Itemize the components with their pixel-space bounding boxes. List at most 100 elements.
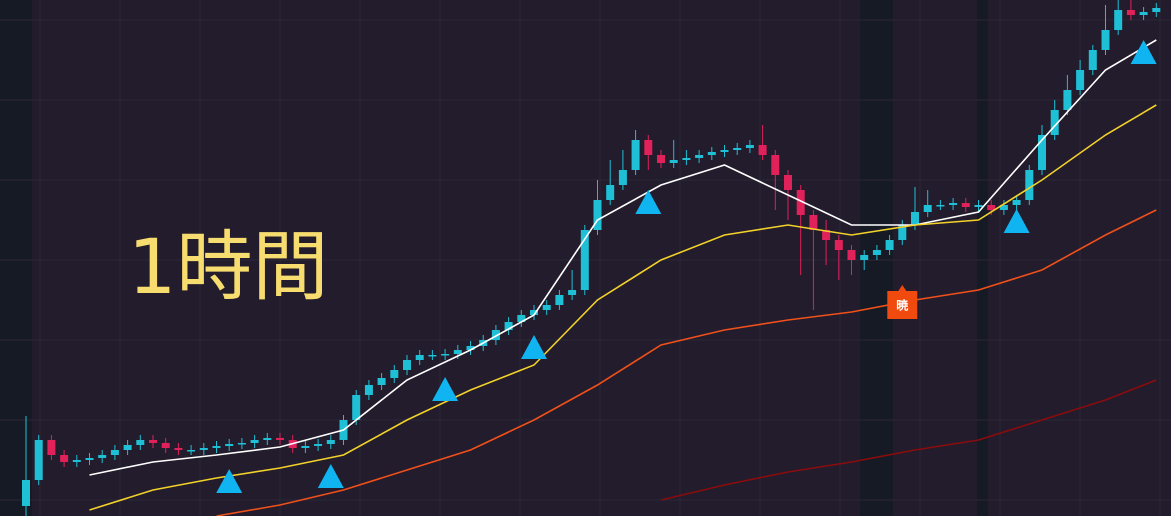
candle-body: [860, 255, 869, 260]
candle-body: [720, 150, 729, 152]
buy-signal: [1130, 40, 1157, 64]
candle-body: [669, 160, 678, 163]
candle-body: [352, 395, 361, 420]
candle-body: [428, 355, 437, 357]
candle-body: [1038, 135, 1046, 170]
candle-body: [504, 322, 513, 330]
candle-body: [987, 205, 996, 210]
candle-body: [466, 346, 475, 350]
plot: 暁: [22, 0, 1161, 516]
candle-body: [250, 440, 259, 443]
candle-body: [187, 450, 196, 452]
buy-signal: [216, 469, 243, 493]
candle-body: [98, 455, 107, 458]
candle-body: [758, 145, 767, 155]
candle-body: [149, 440, 157, 443]
candle-body: [644, 140, 653, 155]
buy-signal: [635, 190, 662, 214]
candle-body: [415, 355, 424, 360]
candle-body: [72, 460, 81, 462]
candle-body: [85, 458, 94, 460]
candle-body: [555, 295, 564, 305]
candle-body: [174, 448, 183, 450]
candle-body: [771, 155, 780, 175]
candle-body: [276, 438, 284, 440]
candle-body: [47, 440, 56, 455]
candle-body: [1063, 90, 1072, 110]
candle-body: [542, 305, 551, 310]
candle-body: [517, 315, 526, 322]
candle-body: [453, 350, 462, 354]
candle-body: [1050, 110, 1059, 135]
candle-body: [22, 480, 30, 506]
candle-body: [809, 215, 818, 230]
chart-title: 1時間: [128, 222, 328, 311]
candle-body: [923, 205, 932, 212]
candle-body: [974, 205, 983, 207]
candle-body: [568, 290, 577, 295]
candle-body: [530, 310, 538, 315]
annotation-badge: [887, 285, 918, 319]
moving-average: [89, 39, 1157, 476]
candle-body: [364, 385, 373, 395]
candle-body: [822, 230, 831, 240]
candle-body: [491, 330, 500, 340]
candle-body: [707, 152, 716, 155]
candle-body: [682, 158, 691, 160]
candle-body: [784, 175, 792, 190]
buy-signal: [1003, 209, 1030, 233]
candle-body: [377, 378, 386, 385]
candle-body: [593, 200, 602, 230]
candle-body: [936, 205, 945, 207]
candle-body: [301, 446, 310, 448]
candle-body: [123, 445, 132, 450]
candle-body: [263, 438, 272, 440]
moving-average: [89, 104, 1157, 511]
candle-body: [834, 240, 843, 250]
candle-body: [136, 440, 145, 445]
candle-body: [199, 448, 208, 450]
candle-body: [898, 225, 907, 240]
candle-body: [1139, 12, 1148, 15]
candle-body: [390, 370, 399, 378]
buy-signal: [317, 464, 344, 488]
candle-body: [161, 443, 170, 448]
candle-body: [403, 360, 411, 370]
candle-body: [60, 455, 69, 462]
candle-body: [110, 450, 119, 455]
moving-average: [660, 379, 1157, 501]
candle-body: [911, 212, 919, 225]
moving-average: [216, 209, 1157, 516]
candle-body: [606, 185, 615, 200]
candle-body: [745, 145, 754, 148]
candle-body: [441, 354, 450, 356]
candle-body: [237, 443, 246, 445]
candle-body: [618, 170, 627, 185]
candle-body: [1101, 30, 1110, 50]
candle-body: [1088, 50, 1097, 70]
candle-body: [1012, 200, 1021, 205]
buy-signal: [432, 377, 459, 401]
session-band: [977, 0, 988, 516]
candle-body: [847, 250, 856, 260]
candle-body: [872, 250, 881, 255]
candle-body: [212, 446, 221, 448]
candle-body: [796, 190, 805, 215]
candle-body: [961, 203, 970, 207]
candle-body: [34, 440, 43, 480]
candle-body: [949, 203, 958, 205]
candle-body: [1126, 10, 1135, 15]
candle-body: [225, 444, 234, 446]
candle-body: [1025, 170, 1034, 200]
candle-body: [1076, 70, 1085, 90]
candle-body: [314, 444, 323, 446]
session-band: [0, 0, 32, 516]
candle-body: [1114, 10, 1123, 30]
candle-body: [1152, 8, 1161, 12]
buy-signal: [521, 335, 547, 359]
candle-body: [580, 230, 589, 290]
candle-body: [657, 155, 665, 163]
candle-body: [999, 205, 1008, 210]
